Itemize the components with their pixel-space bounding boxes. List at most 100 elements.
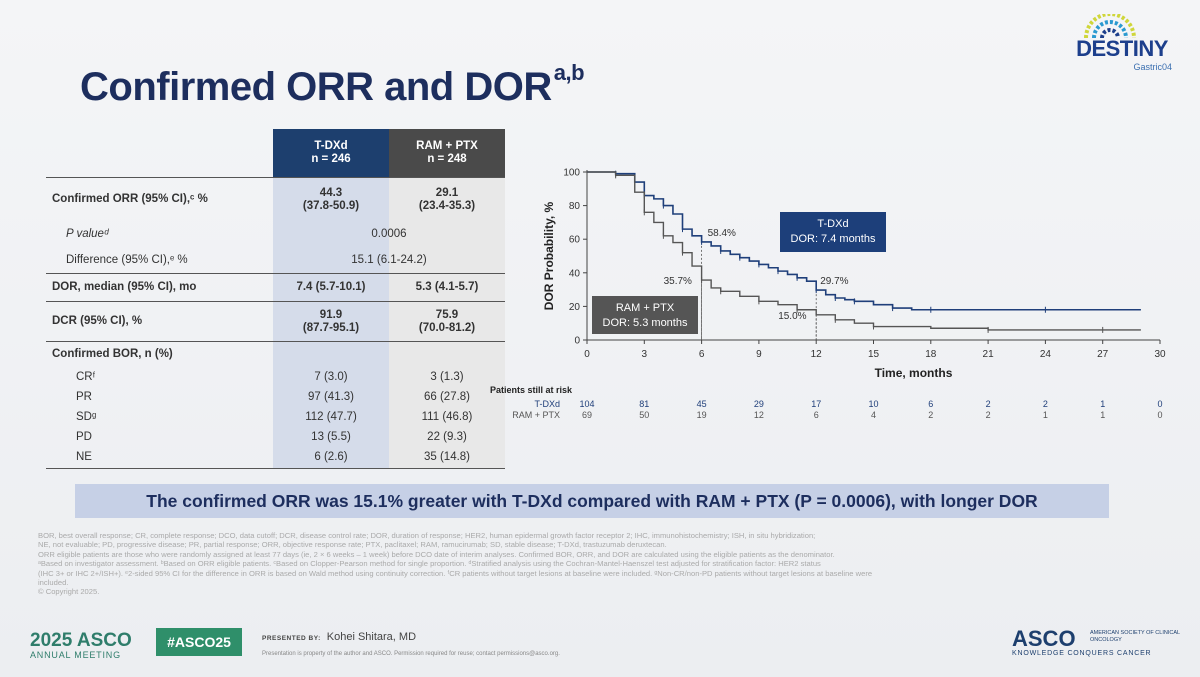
table-row: CRᶠ 7 (3.0) 3 (1.3) — [46, 367, 505, 388]
risk-value: 10 — [868, 399, 878, 409]
risk-value: 1 — [1043, 410, 1048, 420]
y-tick-label: 100 — [563, 168, 580, 179]
risk-value: 2 — [986, 399, 991, 409]
presenter-note: Presentation is property of the author a… — [262, 651, 560, 657]
destiny-logo-arc-icon — [1084, 14, 1136, 39]
row-value: 13 (5.5) — [273, 427, 389, 448]
meeting-name: ANNUAL MEETING — [30, 650, 121, 660]
row-value: 5.3 (4.1-5.7) — [389, 273, 505, 302]
row-value: 75.9 (70.0-81.2) — [389, 301, 505, 342]
risk-value: 81 — [639, 399, 649, 409]
title-superscript: a,b — [553, 60, 585, 85]
risk-row-label: RAM + PTX — [512, 410, 560, 420]
row-label: P valueᵈ — [66, 228, 109, 240]
row-value: 0.0006 — [273, 221, 505, 248]
legend-box-title: RAM + PTX — [616, 302, 675, 314]
footnote-line: included. — [38, 578, 69, 588]
logo-word: DESTINY — [1076, 36, 1168, 61]
risk-value: 69 — [582, 410, 592, 420]
risk-value: 17 — [811, 399, 821, 409]
legend-box-dor: DOR: 5.3 months — [603, 317, 688, 329]
x-tick-label: 30 — [1154, 349, 1166, 360]
footnote-line: ORR eligible patients are those who were… — [38, 549, 835, 559]
row-value: 7.4 (5.7-10.1) — [273, 273, 389, 302]
row-value: 3 (1.3) — [389, 367, 505, 388]
footnote-line: BOR, best overall response; CR, complete… — [38, 531, 816, 540]
table-row: SDᵍ 112 (47.7) 111 (46.8) — [46, 407, 505, 428]
x-tick-label: 3 — [642, 349, 648, 360]
footnote-line: ᵃBased on investigator assessment. ᵇBase… — [38, 559, 821, 569]
row-value: 15.1 (6.1-24.2) — [273, 247, 505, 274]
logo-sub: Gastric04 — [1133, 62, 1172, 72]
society-name: AMERICAN SOCIETY OF CLINICAL ONCOLOGY — [1090, 630, 1180, 643]
risk-value: 12 — [754, 410, 764, 420]
row-value: 112 (47.7) — [273, 407, 389, 428]
risk-value: 104 — [579, 399, 594, 409]
risk-value: 45 — [697, 399, 707, 409]
risk-value: 6 — [814, 410, 819, 420]
slide-title: Confirmed ORR and DORa,b — [80, 60, 585, 109]
asco-society-logo: ASCO AMERICAN SOCIETY OF CLINICAL ONCOLO… — [1012, 626, 1180, 657]
y-tick-label: 60 — [569, 235, 581, 246]
row-value: 44.3 (37.8-50.9) — [273, 177, 389, 222]
risk-value: 2 — [986, 410, 991, 420]
destiny-logo: DESTINY Gastric04 — [1062, 12, 1182, 82]
table-row: DOR, median (95% CI), mo 7.4 (5.7-10.1) … — [46, 273, 505, 302]
x-tick-label: 6 — [699, 349, 705, 360]
table-row: Confirmed BOR, n (%) — [46, 341, 505, 368]
table-row: PD 13 (5.5) 22 (9.3) — [46, 427, 505, 448]
row-label: PD — [76, 431, 92, 443]
row-value: 66 (27.8) — [389, 387, 505, 408]
x-tick-label: 18 — [925, 349, 937, 360]
x-tick-label: 24 — [1040, 349, 1052, 360]
risk-row-label: T-DXd — [534, 399, 560, 409]
risk-value: 1 — [1100, 410, 1105, 420]
x-tick-label: 15 — [868, 349, 880, 360]
annotation-label: 35.7% — [664, 276, 692, 287]
annotation-label: 58.4% — [708, 228, 736, 239]
asco-wordmark: ASCO — [1012, 626, 1076, 651]
legend-box — [592, 296, 698, 334]
x-tick-label: 27 — [1097, 349, 1109, 360]
x-tick-label: 21 — [983, 349, 995, 360]
results-table: T-DXd n = 246 RAM + PTX n = 248 Confirmed … — [46, 129, 505, 469]
y-axis-title: DOR Probability, % — [542, 201, 556, 310]
row-value: 22 (9.3) — [389, 427, 505, 448]
footnote-line: (IHC 3+ or IHC 2+/ISH+). ᵉ2-sided 95% CI… — [38, 568, 873, 578]
presenter-name: Kohei Shitara, MD — [326, 631, 417, 643]
row-value: 29.1 (23.4-35.3) — [389, 177, 505, 222]
row-label: CRᶠ — [76, 371, 96, 383]
row-label: Confirmed ORR (95% CI),ᶜ % — [46, 177, 273, 222]
risk-value: 6 — [928, 399, 933, 409]
row-label: DCR (95% CI), % — [46, 301, 273, 342]
row-label: Difference (95% CI),ᵉ % — [66, 253, 188, 266]
meeting-year: 2025 ASCO — [30, 630, 132, 651]
table-row: Difference (95% CI),ᵉ % 15.1 (6.1-24.2) — [46, 247, 505, 274]
arm2-header: RAM + PTX n = 248 — [389, 129, 505, 178]
risk-value: 2 — [928, 410, 933, 420]
row-label: PR — [76, 391, 92, 403]
risk-value: 19 — [697, 410, 707, 420]
y-tick-label: 80 — [569, 201, 581, 212]
presented-by-label: PRESENTED BY: — [262, 635, 321, 642]
row-value: 91.9 (87.7-95.1) — [273, 301, 389, 342]
x-tick-label: 12 — [811, 349, 823, 360]
table-row: DCR (95% CI), % 91.9 (87.7-95.1) 75.9 (70.… — [46, 301, 505, 342]
risk-value: 2 — [1043, 399, 1048, 409]
km-curve-tdxd — [587, 171, 1141, 311]
row-value: 6 (2.6) — [273, 447, 389, 469]
y-tick-label: 0 — [574, 336, 580, 347]
legend-box — [780, 212, 886, 252]
risk-value: 4 — [871, 410, 876, 420]
risk-table-title: Patients still at risk — [490, 385, 573, 395]
table-header-row: T-DXd n = 246 RAM + PTX n = 248 — [46, 129, 505, 178]
row-value: 111 (46.8) — [389, 407, 505, 428]
bottom-bar: 2025 ASCO ANNUAL MEETING #ASCO25 PRESENT… — [0, 620, 1200, 677]
row-value: 7 (3.0) — [273, 367, 389, 388]
annotation-label: 15.0% — [778, 311, 806, 322]
table-row: NE 6 (2.6) 35 (14.8) — [46, 447, 505, 469]
y-tick-label: 20 — [569, 302, 581, 313]
footnote-line: NE, not evaluable; PD, progressive disea… — [38, 540, 667, 550]
